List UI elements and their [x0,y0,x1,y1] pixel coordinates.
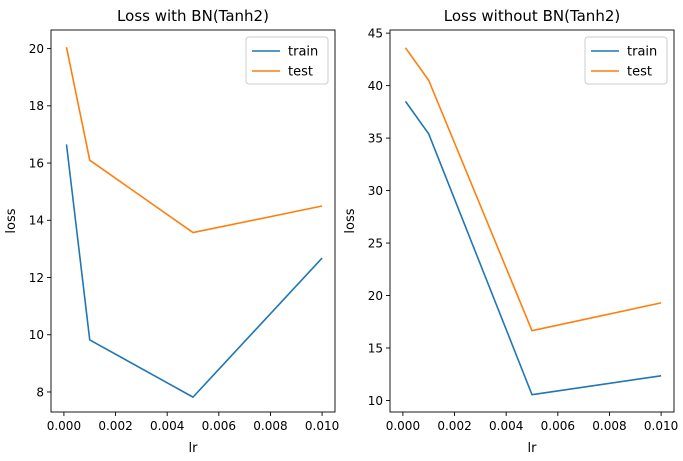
legend-label-train: train [288,45,318,60]
x-axis-label: lr [528,441,538,456]
y-tick-label: 10 [29,328,44,342]
x-tick-label: 0.002 [98,419,132,433]
legend-box [584,36,668,85]
legend-label-test: test [288,65,313,80]
y-tick-label: 16 [29,156,44,170]
y-tick-label: 20 [368,289,383,303]
series-line-train [65,144,323,398]
y-axis-label: loss [343,208,358,233]
y-tick-label: 30 [368,184,383,198]
y-tick-label: 20 [29,42,44,56]
legend: train test [245,36,329,85]
legend-label-train: train [627,45,657,60]
x-tick-label: 0.002 [437,419,471,433]
x-tick-label: 0.006 [202,419,236,433]
y-tick-label: 14 [29,214,44,228]
y-tick-label: 25 [368,236,383,250]
chart-panel-1: 0.000 0.002 0.004 0.006 0.008 0.010 10 15 20 25 30… [343,7,678,456]
legend: train test [584,36,668,85]
x-tick-label: 0.000 [47,419,81,433]
axes-frame [50,29,336,413]
y-tick-label: 8 [36,385,44,399]
x-axis-label: lr [189,441,199,456]
chart-panel-0: 0.000 0.002 0.004 0.006 0.008 0.010 8 10 12 14 16 1… [4,7,339,456]
y-tick-label: 15 [368,341,383,355]
y-tick-label: 18 [29,99,44,113]
chart-title: Loss without BN(Tanh2) [444,7,620,25]
y-tick-label: 12 [29,271,44,285]
x-tick-label: 0.004 [150,419,184,433]
x-tick-label: 0.000 [386,419,420,433]
x-tick-label: 0.008 [253,419,287,433]
series-line-test [404,47,662,332]
series-line-train [404,100,662,396]
y-tick-label: 10 [368,394,383,408]
y-tick-label: 40 [368,79,383,93]
y-axis-label: loss [4,208,19,233]
chart-title: Loss with BN(Tanh2) [117,7,269,25]
axes-frame [389,29,675,413]
legend-label-test: test [627,65,652,80]
x-tick-label: 0.004 [489,419,523,433]
y-tick-label: 35 [368,131,383,145]
x-tick-label: 0.010 [305,419,339,433]
x-tick-label: 0.006 [541,419,575,433]
x-tick-label: 0.008 [592,419,626,433]
y-tick-label: 45 [368,26,383,40]
legend-box [245,36,329,85]
x-tick-label: 0.010 [644,419,678,433]
series-line-test [65,47,323,234]
